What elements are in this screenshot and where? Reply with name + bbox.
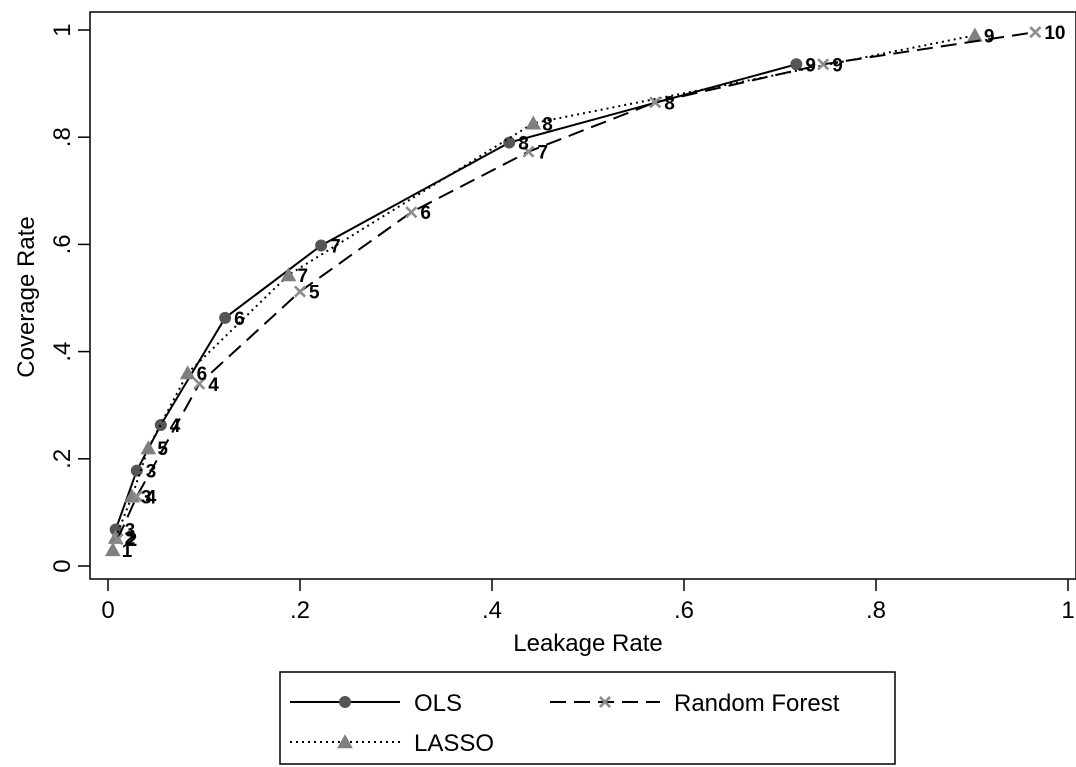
x-tick-label: 1	[1061, 597, 1074, 624]
point-label-ols: 9	[805, 55, 816, 76]
data-point-random-forest	[405, 206, 418, 219]
data-point-ols	[219, 311, 232, 324]
point-label-random-forest: 6	[420, 203, 431, 224]
point-label-random-forest: 7	[537, 143, 548, 164]
x-tick-label: .4	[482, 597, 502, 624]
point-label-random-forest: 5	[309, 283, 320, 304]
point-label-lasso: 5	[157, 439, 168, 460]
data-point-ols	[790, 58, 803, 71]
y-tick-label: 0	[49, 559, 76, 572]
data-point-lasso	[967, 27, 983, 42]
legend-label: LASSO	[414, 730, 494, 757]
x-tick-label: .8	[866, 597, 886, 624]
point-label-lasso: 1	[122, 541, 133, 562]
series-line-random-forest	[116, 31, 1036, 540]
data-point-random-forest	[130, 490, 143, 503]
legend-label: Random Forest	[674, 690, 840, 717]
y-tick-label: .4	[49, 342, 76, 362]
axes: 0.2.4.6.8 10.2.4.6.81	[49, 23, 1075, 624]
point-label-random-forest: 4	[208, 375, 219, 396]
data-point-lasso	[140, 440, 157, 455]
data-point-lasso	[105, 542, 121, 557]
series-line-lasso	[111, 34, 976, 551]
point-label-ols: 7	[330, 236, 341, 257]
legend-box	[279, 671, 896, 765]
data-point-ols	[315, 239, 328, 252]
point-label-random-forest: 4	[146, 487, 157, 508]
data-point-random-forest	[293, 285, 307, 298]
series-ols	[109, 58, 803, 536]
point-label-lasso: 8	[542, 114, 553, 135]
point-label-lasso: 7	[297, 266, 308, 287]
data-point-lasso	[179, 365, 196, 380]
legend: OLS LASSO Random Forest	[279, 671, 896, 765]
point-label-ols: 6	[234, 309, 245, 330]
data-point-random-forest	[1029, 26, 1042, 39]
x-tick-label: .6	[674, 597, 694, 624]
point-label-random-forest: 8	[664, 93, 675, 114]
legend-swatch-marker	[598, 695, 612, 709]
x-axis-title: Leakage Rate	[513, 630, 662, 657]
point-label-ols: 3	[146, 462, 157, 483]
point-label-ols: 4	[170, 416, 181, 437]
point-label-ols: 3	[125, 521, 136, 542]
data-point-random-forest	[817, 58, 830, 71]
data-point-ols	[154, 419, 167, 432]
y-axis-title: Coverage Rate	[13, 216, 40, 377]
point-label-lasso: 9	[984, 26, 995, 47]
series-layer	[105, 26, 1042, 557]
data-point-ols	[130, 464, 143, 477]
y-tick-label: 1	[49, 23, 76, 36]
y-tick-label: .8	[49, 127, 76, 147]
data-point-lasso	[280, 267, 297, 282]
legend-item-random-forest: Random Forest	[550, 690, 840, 717]
legend-label: OLS	[414, 690, 462, 717]
y-tick-label: .2	[49, 449, 76, 469]
legend-item-lasso: LASSO	[290, 730, 494, 757]
x-tick-label: .2	[290, 597, 310, 624]
data-point-random-forest	[111, 533, 124, 546]
legend-swatch-marker	[339, 696, 351, 708]
data-point-lasso	[525, 115, 542, 130]
y-tick-label: .6	[49, 234, 76, 254]
data-point-random-forest	[649, 96, 662, 109]
point-label-random-forest: 10	[1044, 23, 1065, 44]
data-point-ols	[503, 136, 516, 149]
data-point-random-forest	[193, 377, 206, 390]
legend-item-ols: OLS	[290, 690, 462, 717]
point-label-lasso: 3	[141, 487, 152, 508]
plot-area	[89, 11, 1076, 580]
data-point-random-forest	[522, 145, 535, 158]
point-label-random-forest: 9	[832, 55, 843, 76]
point-label-lasso: 2	[125, 529, 136, 550]
point-label-ols: 8	[518, 134, 529, 155]
series-random-forest	[111, 26, 1042, 546]
legend-swatch-marker	[337, 734, 353, 749]
x-tick-label: 0	[101, 597, 114, 624]
point-label-lasso: 6	[197, 364, 208, 385]
point-label-random-forest: 2	[127, 530, 138, 551]
